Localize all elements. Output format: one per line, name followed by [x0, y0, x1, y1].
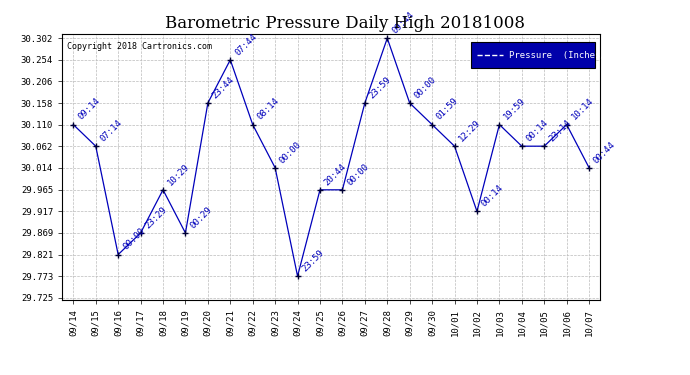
Text: Copyright 2018 Cartronics.com: Copyright 2018 Cartronics.com — [68, 42, 213, 51]
Text: 09:44: 09:44 — [390, 10, 415, 36]
Text: 00:14: 00:14 — [524, 118, 550, 143]
Text: 00:14: 00:14 — [480, 183, 505, 209]
Text: 23:29: 23:29 — [144, 205, 169, 230]
Text: 07:44: 07:44 — [233, 32, 259, 57]
Text: 12:29: 12:29 — [457, 118, 483, 143]
Text: 00:00: 00:00 — [413, 75, 438, 100]
Text: 10:29: 10:29 — [166, 162, 191, 187]
Text: 00:44: 00:44 — [592, 140, 618, 165]
Text: 00:29: 00:29 — [188, 205, 214, 230]
Text: 23:14: 23:14 — [547, 118, 573, 143]
Text: 07:14: 07:14 — [99, 118, 124, 143]
Text: 23:59: 23:59 — [300, 248, 326, 273]
Text: 20:44: 20:44 — [323, 162, 348, 187]
FancyBboxPatch shape — [471, 42, 595, 68]
Text: 09:14: 09:14 — [76, 96, 101, 122]
Text: 19:59: 19:59 — [502, 96, 528, 122]
Text: 00:00: 00:00 — [121, 226, 146, 252]
Text: Barometric Pressure Daily High 20181008: Barometric Pressure Daily High 20181008 — [165, 15, 525, 32]
Text: 01:59: 01:59 — [435, 96, 460, 122]
Text: 23:44: 23:44 — [210, 75, 236, 100]
Text: 00:00: 00:00 — [345, 162, 371, 187]
Text: 08:14: 08:14 — [255, 96, 281, 122]
Text: Pressure  (Inches/Hg): Pressure (Inches/Hg) — [509, 51, 622, 60]
Text: 00:00: 00:00 — [278, 140, 304, 165]
Text: 23:59: 23:59 — [368, 75, 393, 100]
Text: 10:14: 10:14 — [569, 96, 595, 122]
